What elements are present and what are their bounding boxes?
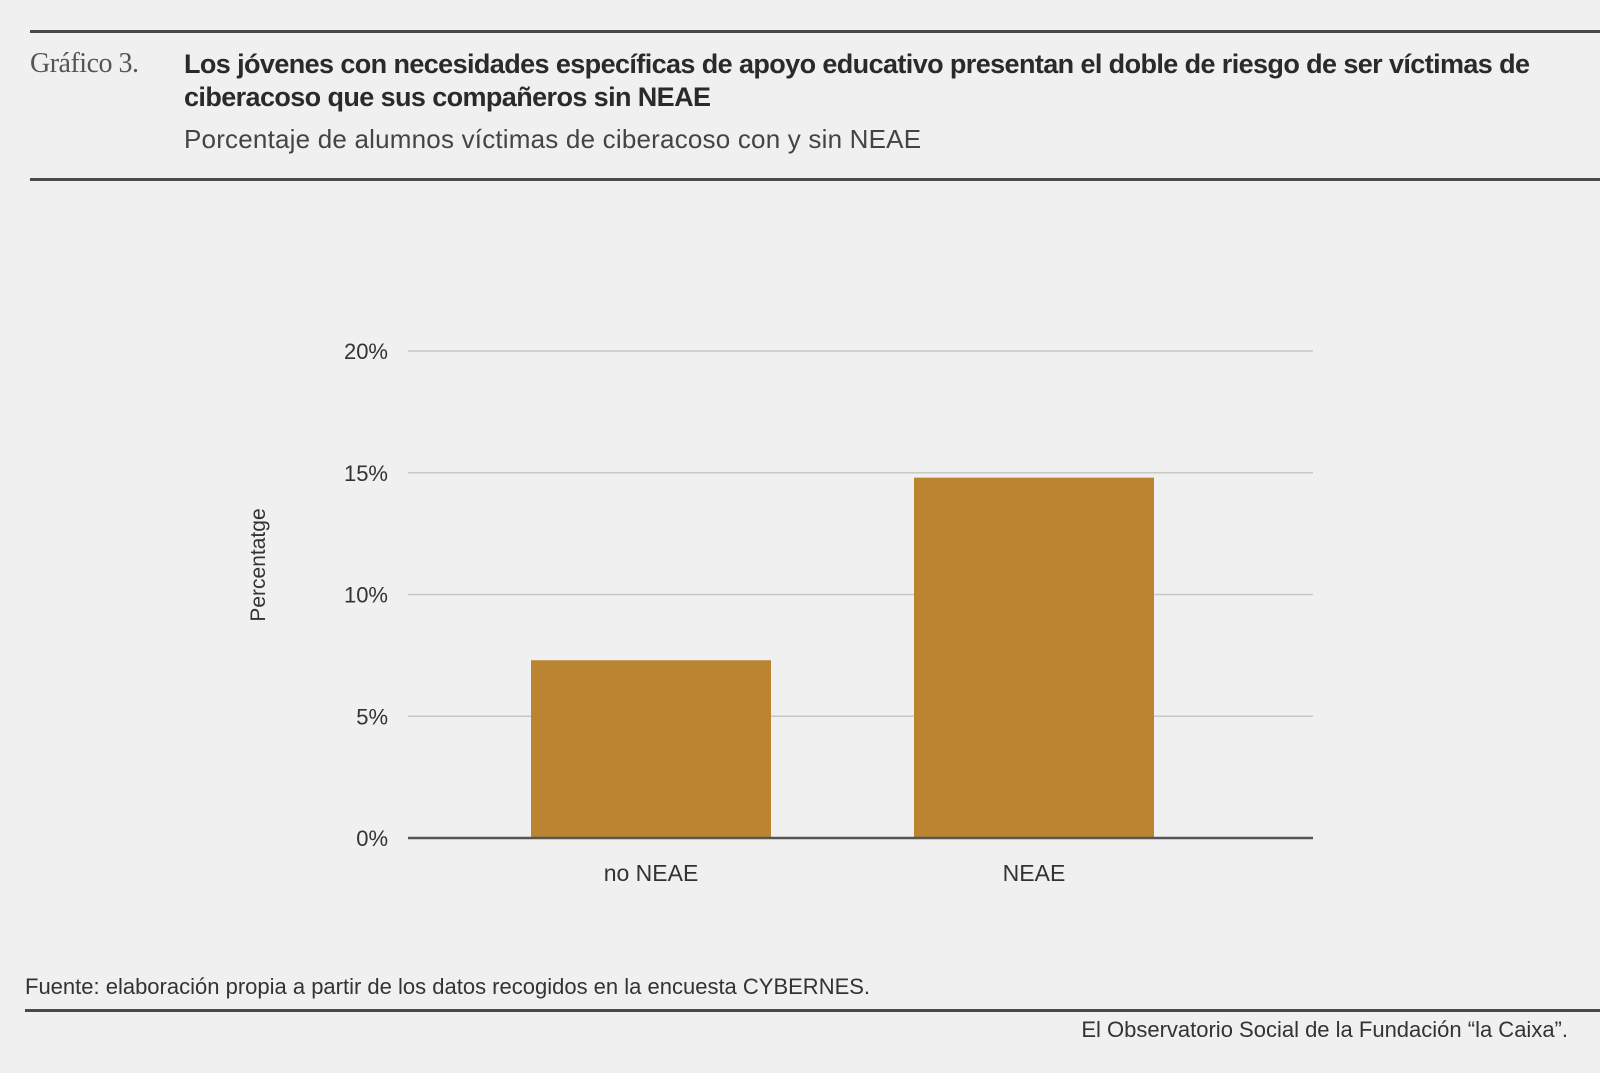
y-tick-label: 10% <box>344 583 388 608</box>
chart-title: Los jóvenes con necesidades específicas … <box>184 49 1530 112</box>
y-axis-label: Percentatge <box>247 508 270 621</box>
x-category-label: NEAE <box>1003 860 1066 886</box>
y-axis-ticks: 0% 5% 10% 15% 20% <box>344 339 388 851</box>
chart-subtitle: Porcentaje de alumnos víctimas de cibera… <box>184 124 922 154</box>
footer-rule <box>25 1009 1600 1012</box>
bar-no-neae <box>531 660 771 837</box>
bar-neae <box>914 477 1154 837</box>
y-tick-label: 15% <box>344 461 388 486</box>
y-tick-label: 20% <box>344 339 388 364</box>
x-category-label: no NEAE <box>604 860 699 886</box>
y-tick-label: 0% <box>356 826 388 851</box>
figure-label: Gráfico 3. <box>30 48 139 79</box>
source-note: Fuente: elaboración propia a partir de l… <box>25 974 871 999</box>
bars <box>531 477 1154 837</box>
y-tick-label: 5% <box>356 704 388 729</box>
credit-line: El Observatorio Social de la Fundación “… <box>1081 1017 1568 1042</box>
header-bottom-rule <box>30 178 1600 181</box>
header-top-rule <box>30 30 1600 33</box>
x-axis-labels: no NEAE NEAE <box>604 860 1066 886</box>
